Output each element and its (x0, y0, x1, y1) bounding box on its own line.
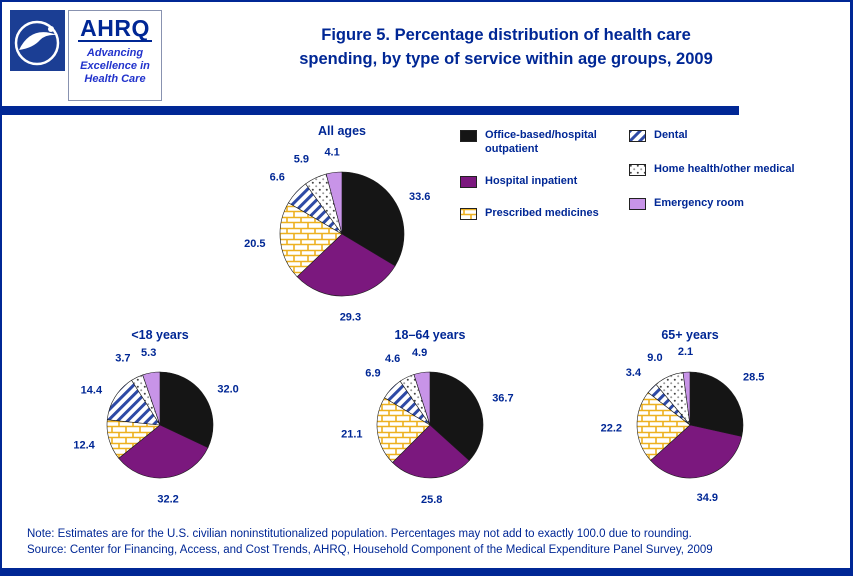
svg-text:20.5: 20.5 (244, 238, 265, 250)
legend-column-2: Dental Home health/other medical Emergen… (629, 129, 824, 221)
legend-swatch-office-icon (460, 130, 477, 142)
footer-note-line: Note: Estimates are for the U.S. civilia… (27, 528, 692, 540)
svg-text:29.3: 29.3 (340, 312, 361, 324)
pie-block-65-plus: 65+ years 28.5 34.9 22.2 3.4 9.0 2.1 (575, 328, 805, 508)
svg-text:32.0: 32.0 (217, 384, 238, 396)
pie-block-under-18: <18 years 32.0 32.2 12.4 14.4 3.7 5.3 (45, 328, 275, 508)
legend-swatch-medicines-icon (460, 207, 477, 220)
pie-chart-18-64: 36.7 25.8 21.1 6.9 4.6 4.9 (315, 343, 545, 508)
svg-text:5.3: 5.3 (141, 347, 156, 359)
ahrq-wordmark: AHRQ (78, 15, 152, 43)
svg-text:3.4: 3.4 (626, 367, 642, 379)
ahrq-tagline-line: Health Care (84, 73, 146, 86)
legend-swatch-homehealth-icon (629, 164, 646, 176)
hhs-eagle-icon (14, 20, 60, 66)
svg-text:4.1: 4.1 (324, 147, 339, 159)
svg-text:28.5: 28.5 (743, 371, 764, 383)
pie-chart-65-plus: 28.5 34.9 22.2 3.4 9.0 2.1 (575, 343, 805, 508)
legend-item-medicines: Prescribed medicines (460, 207, 625, 221)
legend-item-emergency: Emergency room (629, 197, 824, 211)
svg-text:33.6: 33.6 (409, 191, 430, 203)
svg-text:36.7: 36.7 (492, 392, 513, 404)
svg-text:2.1: 2.1 (678, 346, 693, 358)
legend-swatch-inpatient-icon (460, 175, 477, 188)
svg-text:3.7: 3.7 (115, 353, 130, 365)
legend-item-inpatient: Hospital inpatient (460, 175, 625, 189)
pie-chart-all-ages: 33.6 29.3 20.5 6.6 5.9 4.1 (227, 139, 457, 334)
ahrq-tagline-line: Excellence in (80, 60, 150, 73)
legend-item-dental: Dental (629, 129, 824, 143)
svg-text:9.0: 9.0 (647, 352, 662, 364)
svg-text:22.2: 22.2 (601, 423, 622, 435)
pie-title-under-18: <18 years (131, 328, 189, 342)
footer-notes: Note: Estimates are for the U.S. civilia… (27, 526, 835, 559)
legend-label-medicines: Prescribed medicines (485, 206, 599, 219)
legend-label-dental: Dental (654, 129, 688, 141)
footer-source-line: Source: Center for Financing, Access, an… (27, 544, 713, 557)
legend-item-homehealth: Home health/other medical (629, 163, 824, 177)
pie-title-18-64: 18–64 years (394, 328, 466, 342)
figure-title: Figure 5. Percentage distribution of hea… (177, 24, 835, 72)
svg-text:21.1: 21.1 (341, 428, 362, 440)
legend-column-1: Office-based/hospital outpatient Hospita… (460, 129, 625, 221)
pie-block-all-ages: All ages 33.6 29.3 20.5 6.6 5.9 4.1 (227, 124, 457, 334)
figure-title-line2: spending, by type of service within age … (299, 49, 713, 68)
ahrq-logo: AHRQ Advancing Excellence in Health Care (68, 10, 162, 101)
ahrq-tagline: Advancing Excellence in Health Care (80, 47, 150, 86)
pie-title-65-plus: 65+ years (661, 328, 719, 342)
svg-text:34.9: 34.9 (697, 492, 718, 503)
ahrq-tagline-line: Advancing (86, 47, 144, 60)
legend-label-emergency: Emergency room (654, 197, 744, 209)
pie-block-18-64: 18–64 years 36.7 25.8 21.1 6.9 4.6 4.9 (315, 328, 545, 508)
svg-text:6.6: 6.6 (270, 171, 285, 183)
header-divider-bar (2, 106, 739, 115)
svg-text:12.4: 12.4 (73, 439, 95, 451)
legend-item-office: Office-based/hospital outpatient (460, 129, 625, 157)
legend-label-inpatient: Hospital inpatient (485, 174, 578, 187)
hhs-logo (10, 10, 65, 71)
legend-swatch-dental-icon (629, 130, 646, 142)
svg-text:4.9: 4.9 (412, 347, 427, 359)
svg-text:6.9: 6.9 (365, 367, 380, 379)
pie-title-all-ages: All ages (318, 124, 366, 138)
legend-label-office: Office-based/hospital outpatient (485, 129, 597, 155)
svg-text:32.2: 32.2 (157, 494, 178, 504)
svg-text:5.9: 5.9 (294, 153, 309, 165)
legend-label-homehealth: Home health/other medical (654, 163, 795, 175)
legend-swatch-emergency-icon (629, 198, 646, 210)
svg-text:14.4: 14.4 (81, 384, 103, 396)
legend: Office-based/hospital outpatient Hospita… (460, 129, 824, 221)
svg-text:25.8: 25.8 (421, 494, 442, 503)
svg-text:4.6: 4.6 (385, 353, 400, 365)
pie-chart-under-18: 32.0 32.2 12.4 14.4 3.7 5.3 (45, 343, 275, 508)
figure-title-line1: Figure 5. Percentage distribution of hea… (321, 26, 691, 44)
